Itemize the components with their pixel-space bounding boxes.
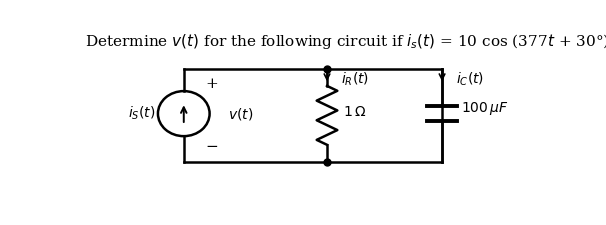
Text: $v(t)$: $v(t)$: [227, 106, 253, 122]
Text: $i_S(t)$: $i_S(t)$: [128, 105, 156, 122]
Text: $-$: $-$: [205, 138, 219, 152]
Text: +: +: [205, 77, 218, 91]
Text: $i_C(t)$: $i_C(t)$: [456, 70, 484, 88]
Text: $i_R(t)$: $i_R(t)$: [341, 70, 369, 88]
Text: $100\,\mu F$: $100\,\mu F$: [461, 100, 508, 117]
Text: $1\,\Omega$: $1\,\Omega$: [344, 105, 367, 119]
Text: Determine $v(t)$ for the following circuit if $i_s(t)$ = 10 cos (377$t$ + 30°) A: Determine $v(t)$ for the following circu…: [85, 32, 606, 51]
